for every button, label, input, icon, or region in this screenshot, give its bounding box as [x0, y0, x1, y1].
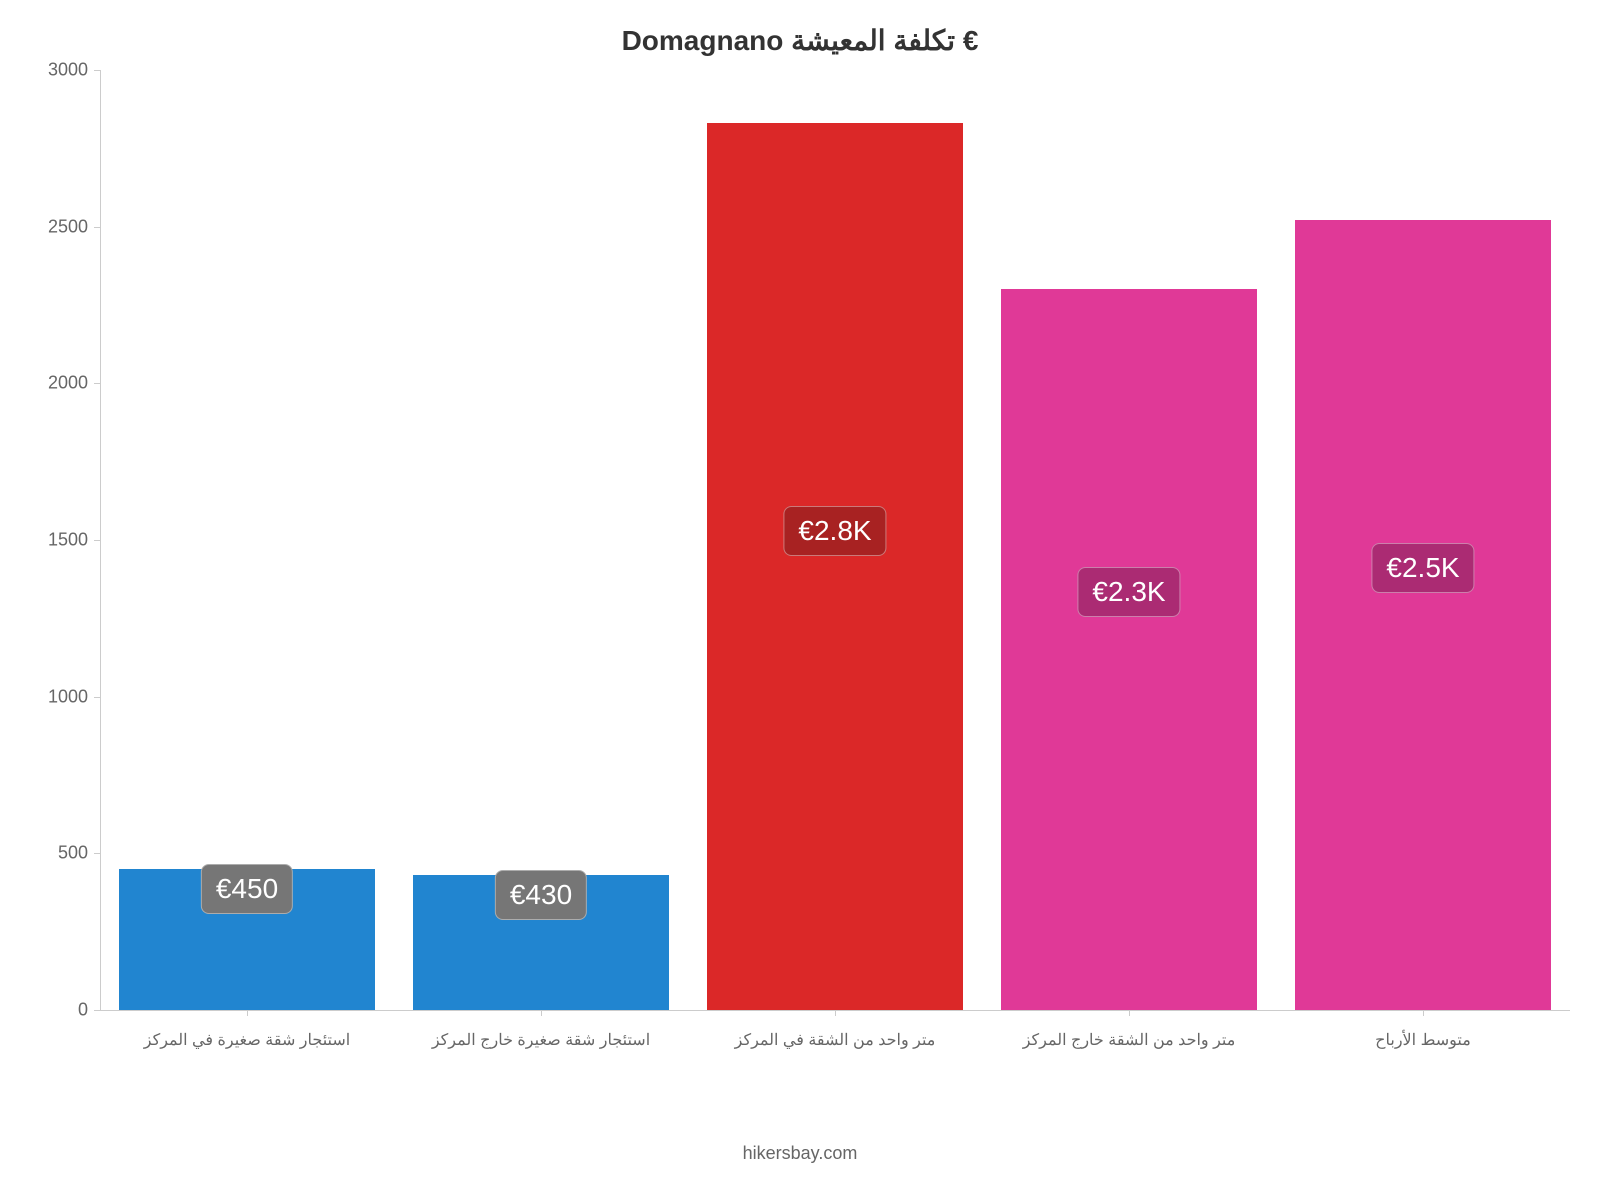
x-tick [247, 1010, 248, 1016]
value-badge: €2.3K [1077, 567, 1180, 617]
x-tick-label: متر واحد من الشقة خارج المركز [1023, 1030, 1236, 1050]
x-tick-label: استئجار شقة صغيرة في المركز [144, 1030, 350, 1050]
y-tick-label: 500 [20, 843, 88, 864]
y-tick-label: 1000 [20, 686, 88, 707]
bar [707, 123, 963, 1010]
x-tick [541, 1010, 542, 1016]
y-tick [94, 697, 100, 698]
x-tick [1423, 1010, 1424, 1016]
x-tick [1129, 1010, 1130, 1016]
x-tick-label: استئجار شقة صغيرة خارج المركز [432, 1030, 650, 1050]
x-tick-label: متوسط الأرباح [1375, 1030, 1471, 1050]
footer-attribution: hikersbay.com [0, 1143, 1600, 1164]
y-tick [94, 853, 100, 854]
value-badge: €2.5K [1371, 543, 1474, 593]
bar [1295, 220, 1551, 1010]
y-tick [94, 383, 100, 384]
y-tick-label: 2500 [20, 216, 88, 237]
value-badge: €430 [495, 870, 587, 920]
chart-title: Domagnano تكلفة المعيشة € [0, 24, 1600, 57]
value-badge: €450 [201, 864, 293, 914]
y-tick-label: 0 [20, 1000, 88, 1021]
y-tick-label: 1500 [20, 530, 88, 551]
y-tick-label: 3000 [20, 60, 88, 81]
plot-area: 050010001500200025003000استئجار شقة صغير… [100, 70, 1570, 1010]
y-tick [94, 70, 100, 71]
y-tick [94, 540, 100, 541]
y-tick [94, 227, 100, 228]
x-tick [835, 1010, 836, 1016]
bar [1001, 289, 1257, 1010]
y-tick [94, 1010, 100, 1011]
value-badge: €2.8K [783, 506, 886, 556]
y-axis-line [100, 70, 101, 1010]
chart-container: Domagnano تكلفة المعيشة € 05001000150020… [0, 0, 1600, 1200]
x-tick-label: متر واحد من الشقة في المركز [735, 1030, 936, 1050]
y-tick-label: 2000 [20, 373, 88, 394]
